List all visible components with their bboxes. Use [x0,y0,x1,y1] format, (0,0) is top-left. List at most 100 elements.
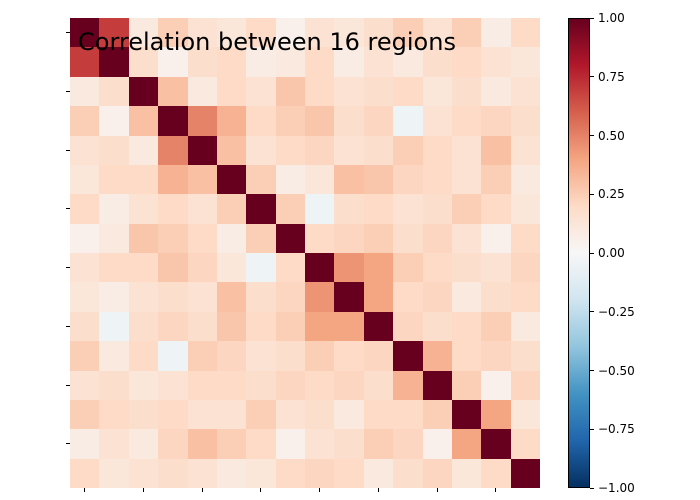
heatmap-cell [217,371,246,400]
heatmap-cell [334,194,363,223]
x-tick [260,488,261,492]
colorbar [568,18,590,488]
heatmap-cell [305,224,334,253]
colorbar-tick-label: 0.25 [598,187,625,201]
heatmap-cell [246,459,275,488]
heatmap-cell [188,429,217,458]
heatmap-cell [481,165,510,194]
heatmap-cell [364,282,393,311]
heatmap-cell [305,400,334,429]
heatmap-cell [481,253,510,282]
heatmap-cell [393,459,422,488]
heatmap-cell [246,253,275,282]
heatmap-cell [99,194,128,223]
heatmap-cell [452,224,481,253]
heatmap-cell [364,341,393,370]
colorbar-tick [590,194,594,195]
heatmap-cell [511,282,540,311]
heatmap-cell [246,77,275,106]
heatmap-cell [246,136,275,165]
heatmap-cell [393,136,422,165]
heatmap-cell [70,253,99,282]
heatmap-cell [334,312,363,341]
heatmap-cell [393,165,422,194]
heatmap-cell [276,400,305,429]
heatmap-chart [70,18,540,488]
heatmap-cell [70,400,99,429]
heatmap-cell [393,224,422,253]
heatmap-cell [393,253,422,282]
heatmap-cell [305,77,334,106]
heatmap-cell [99,253,128,282]
heatmap-cell [99,429,128,458]
y-tick [66,326,70,327]
heatmap-cell [511,400,540,429]
heatmap-cell [129,312,158,341]
heatmap-cell [99,459,128,488]
heatmap-cell [334,341,363,370]
heatmap-cell [158,312,187,341]
heatmap-cell [511,459,540,488]
heatmap-cell [217,136,246,165]
colorbar-tick [590,429,594,430]
heatmap-cell [364,312,393,341]
heatmap-cell [158,136,187,165]
colorbar-tick-label: −0.75 [598,422,635,436]
heatmap-cell [188,253,217,282]
heatmap-cell [246,371,275,400]
y-tick [66,91,70,92]
heatmap-cell [364,400,393,429]
heatmap-cell [423,312,452,341]
heatmap-cell [188,224,217,253]
heatmap-cell [452,136,481,165]
heatmap-cell [364,371,393,400]
heatmap-cell [334,429,363,458]
heatmap-cell [452,371,481,400]
heatmap-cell [511,312,540,341]
heatmap-cell [276,224,305,253]
heatmap-cell [393,194,422,223]
heatmap-cell [246,312,275,341]
heatmap-cell [334,459,363,488]
chart-title: Correlation between 16 regions [78,28,456,56]
heatmap-cell [158,282,187,311]
heatmap-cell [188,194,217,223]
heatmap-cell [393,429,422,458]
heatmap-cell [217,165,246,194]
heatmap-cell [217,341,246,370]
heatmap-cell [393,371,422,400]
colorbar-tick-label: 0.50 [598,129,625,143]
heatmap-cell [217,194,246,223]
heatmap-cell [188,165,217,194]
heatmap-cell [129,371,158,400]
heatmap-cell [158,400,187,429]
heatmap-cell [276,77,305,106]
heatmap-cell [481,429,510,458]
heatmap-cell [452,341,481,370]
heatmap-cell [217,106,246,135]
colorbar-tick [590,488,594,489]
colorbar-tick [590,135,594,136]
colorbar-tick [590,370,594,371]
heatmap-cell [129,253,158,282]
heatmap-grid [70,18,540,488]
heatmap-cell [188,341,217,370]
colorbar-tick-label: 1.00 [598,11,625,25]
heatmap-cell [511,194,540,223]
heatmap-cell [276,429,305,458]
heatmap-cell [452,429,481,458]
colorbar-tick-label: 0.00 [598,246,625,260]
heatmap-cell [423,459,452,488]
heatmap-cell [276,371,305,400]
heatmap-cell [99,312,128,341]
heatmap-cell [364,136,393,165]
heatmap-cell [481,77,510,106]
heatmap-cell [334,253,363,282]
heatmap-cell [217,77,246,106]
heatmap-cell [511,224,540,253]
heatmap-cell [99,106,128,135]
heatmap-cell [511,18,540,47]
heatmap-cell [452,253,481,282]
heatmap-cell [217,429,246,458]
heatmap-cell [481,341,510,370]
